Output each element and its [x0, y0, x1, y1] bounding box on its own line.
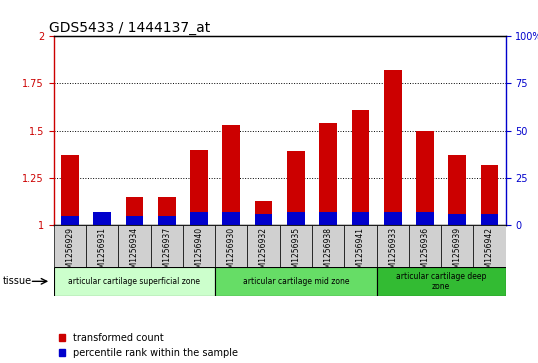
Bar: [151, 225, 183, 267]
Text: GSM1256930: GSM1256930: [227, 227, 236, 278]
Bar: [222, 212, 240, 225]
Bar: [222, 125, 240, 225]
Bar: [280, 225, 312, 267]
Text: GSM1256935: GSM1256935: [292, 227, 300, 278]
Bar: [480, 165, 498, 225]
Text: GSM1256939: GSM1256939: [453, 227, 462, 278]
Bar: [319, 212, 337, 225]
Bar: [416, 212, 434, 225]
Bar: [158, 197, 175, 225]
Bar: [351, 110, 369, 225]
Bar: [61, 216, 79, 225]
Bar: [312, 225, 344, 267]
Text: GSM1256936: GSM1256936: [421, 227, 429, 278]
Bar: [86, 225, 118, 267]
Bar: [448, 155, 466, 225]
Bar: [344, 225, 377, 267]
Text: GSM1256941: GSM1256941: [356, 227, 365, 278]
Text: articular cartilage deep
zone: articular cartilage deep zone: [396, 272, 486, 291]
Text: GSM1256942: GSM1256942: [485, 227, 494, 278]
Bar: [473, 225, 506, 267]
Text: tissue: tissue: [3, 276, 32, 286]
Bar: [215, 267, 377, 296]
Text: GSM1256934: GSM1256934: [130, 227, 139, 278]
Bar: [190, 150, 208, 225]
Bar: [247, 225, 280, 267]
Text: GSM1256937: GSM1256937: [162, 227, 171, 278]
Text: GSM1256933: GSM1256933: [388, 227, 397, 278]
Text: articular cartilage mid zone: articular cartilage mid zone: [243, 277, 349, 286]
Bar: [54, 267, 215, 296]
Text: GDS5433 / 1444137_at: GDS5433 / 1444137_at: [49, 21, 210, 35]
Bar: [125, 216, 143, 225]
Bar: [377, 225, 409, 267]
Text: GSM1256932: GSM1256932: [259, 227, 268, 278]
Bar: [480, 214, 498, 225]
Text: GSM1256929: GSM1256929: [66, 227, 74, 278]
Bar: [254, 214, 272, 225]
Bar: [54, 225, 86, 267]
Bar: [118, 225, 151, 267]
Bar: [183, 225, 215, 267]
Bar: [351, 212, 369, 225]
Bar: [158, 216, 175, 225]
Bar: [416, 131, 434, 225]
Bar: [377, 267, 506, 296]
Bar: [125, 197, 143, 225]
Text: GSM1256938: GSM1256938: [324, 227, 332, 278]
Bar: [215, 225, 247, 267]
Bar: [61, 155, 79, 225]
Bar: [287, 212, 305, 225]
Bar: [93, 212, 111, 225]
Bar: [190, 212, 208, 225]
Bar: [254, 200, 272, 225]
Bar: [384, 212, 401, 225]
Text: GSM1256940: GSM1256940: [195, 227, 203, 278]
Bar: [384, 70, 401, 225]
Bar: [441, 225, 473, 267]
Bar: [287, 151, 305, 225]
Bar: [448, 214, 466, 225]
Bar: [409, 225, 441, 267]
Bar: [319, 123, 337, 225]
Text: articular cartilage superficial zone: articular cartilage superficial zone: [68, 277, 201, 286]
Legend: transformed count, percentile rank within the sample: transformed count, percentile rank withi…: [59, 333, 238, 358]
Text: GSM1256931: GSM1256931: [98, 227, 107, 278]
